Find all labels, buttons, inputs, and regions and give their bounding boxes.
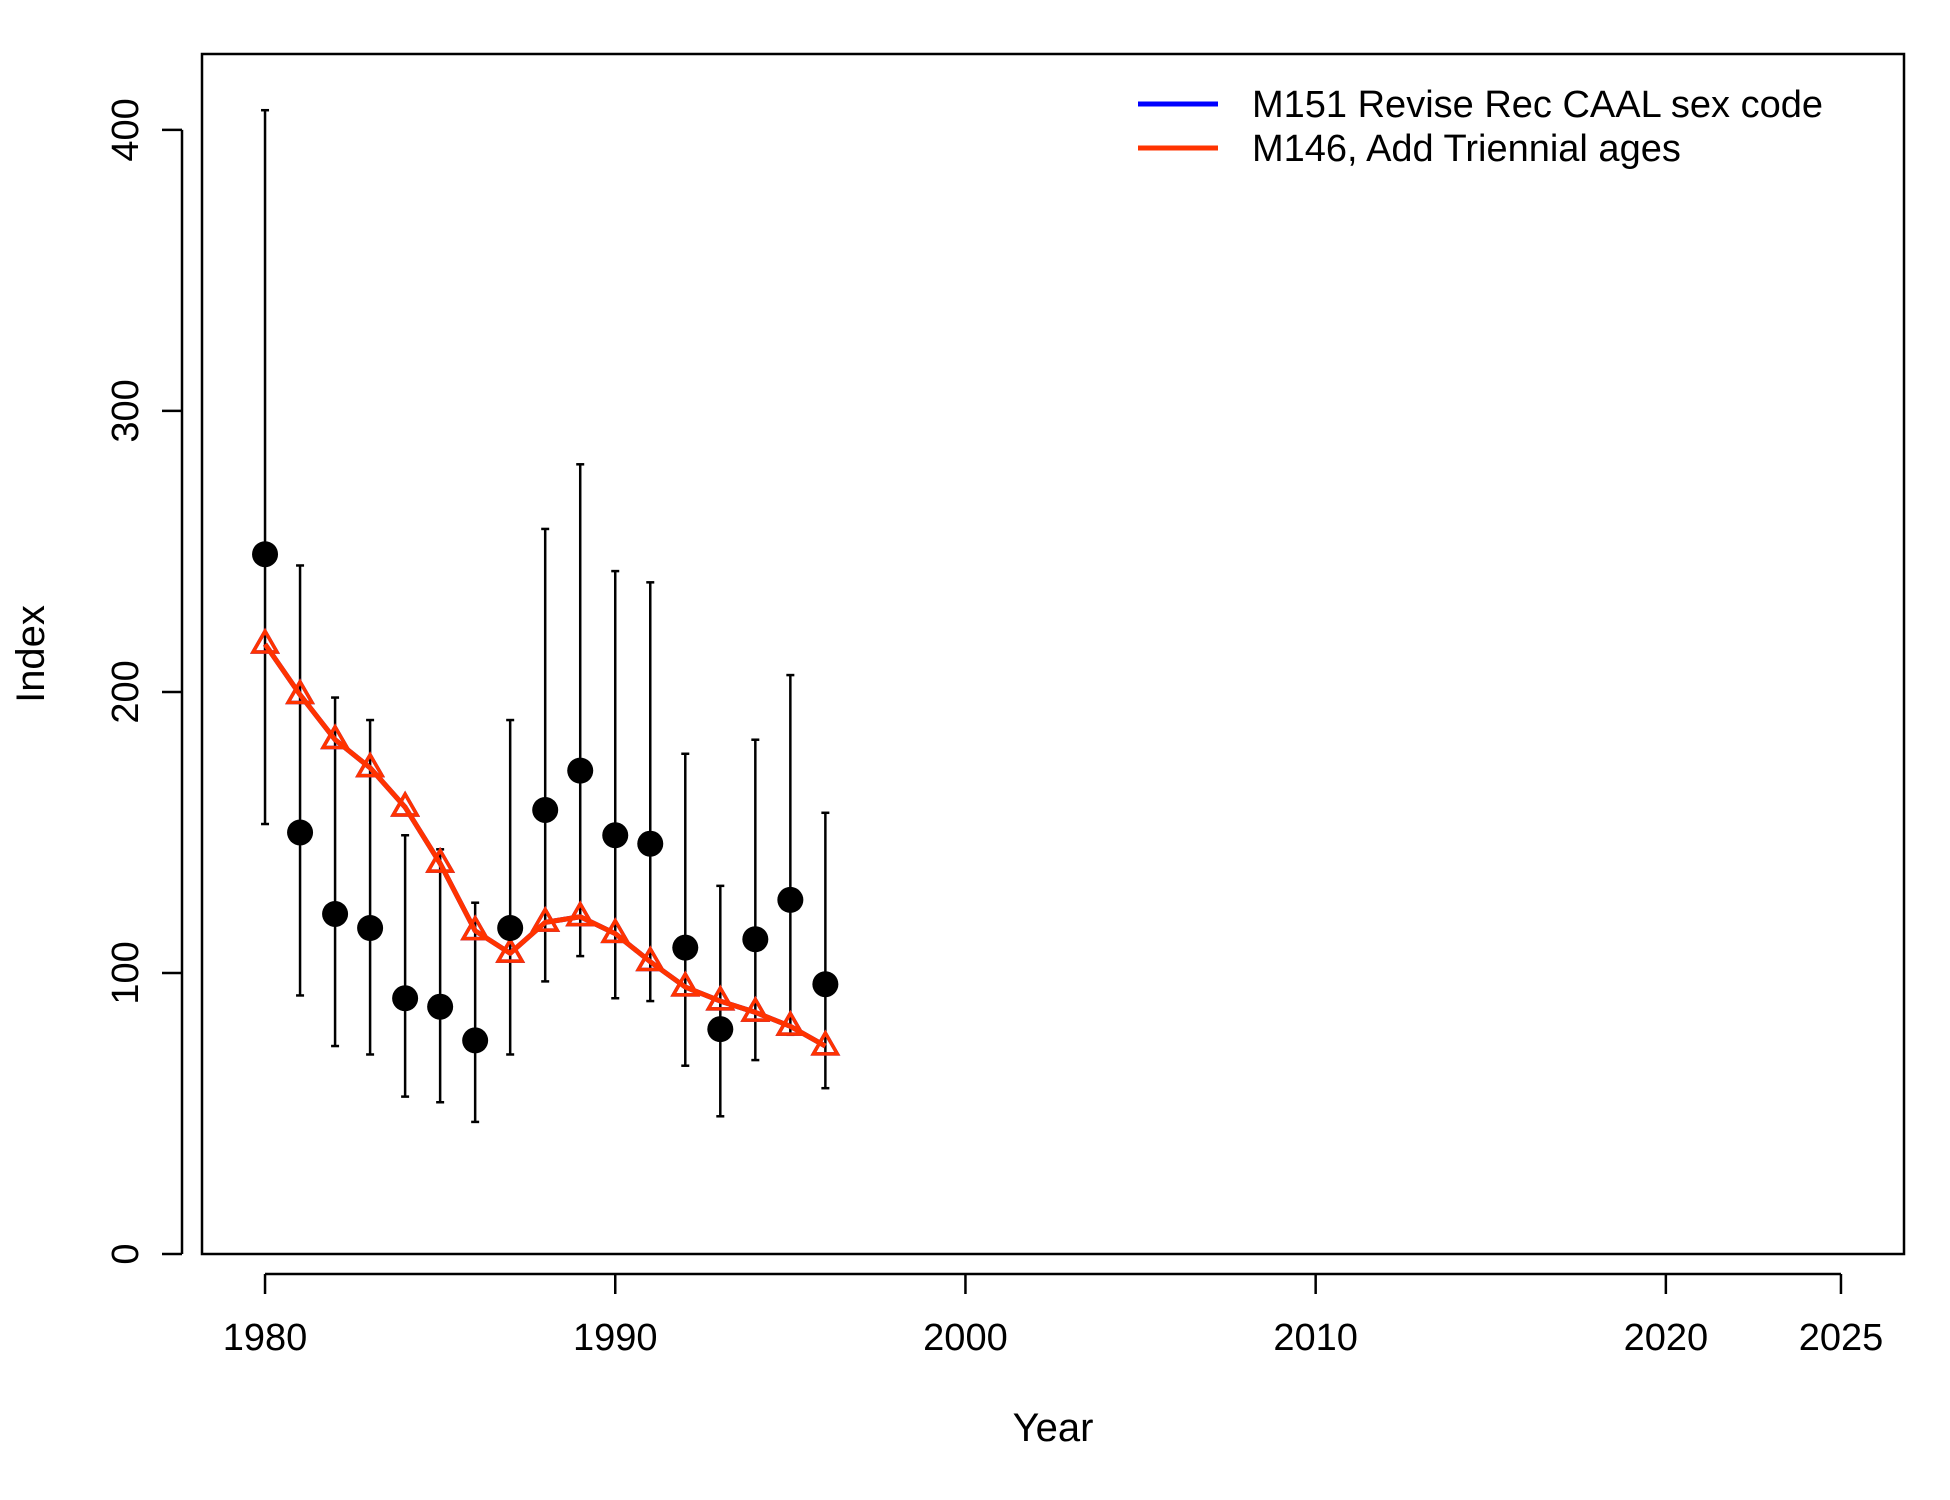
observed-point <box>567 757 594 784</box>
x-tick-label: 2025 <box>1799 1317 1884 1359</box>
y-tick-label: 0 <box>105 1243 147 1264</box>
series-2-marker <box>495 936 526 963</box>
series-2-marker <box>670 970 701 997</box>
observed-point <box>602 822 629 849</box>
observed-point <box>777 886 804 913</box>
observed-point <box>322 900 349 927</box>
y-tick-label: 200 <box>105 660 147 723</box>
x-tick-label: 1980 <box>223 1317 308 1359</box>
observed-point <box>462 1027 489 1054</box>
observed-points <box>252 541 839 1054</box>
series-2-marker <box>425 846 456 873</box>
y-axis-label: Index <box>9 605 53 703</box>
observed-point <box>357 915 384 942</box>
series-2-marker <box>460 914 491 941</box>
observed-point <box>497 915 524 942</box>
observed-point <box>637 830 664 857</box>
observed-point <box>812 971 839 998</box>
series-2-marker <box>600 917 631 944</box>
y-tick-label: 100 <box>105 941 147 1004</box>
series-line-2 <box>262 642 827 1049</box>
y-tick-label: 300 <box>105 379 147 442</box>
series-2-marker <box>705 984 736 1011</box>
x-tick-label: 2020 <box>1624 1317 1709 1359</box>
observed-point <box>427 993 454 1020</box>
series-2-marker <box>810 1029 841 1056</box>
error-bars <box>261 108 830 1124</box>
series-2-marker <box>390 790 421 817</box>
series-lines <box>250 627 841 1056</box>
legend-label-2: M146, Add Triennial ages <box>1252 128 1681 170</box>
observed-point <box>532 796 559 823</box>
observed-point <box>392 985 419 1012</box>
x-axis-label: Year <box>1013 1406 1094 1450</box>
series-2-marker <box>565 900 596 927</box>
x-tick-label: 1990 <box>573 1317 658 1359</box>
series-2-marker <box>530 905 561 932</box>
series-2-marker <box>775 1009 806 1036</box>
series-2-marker <box>635 945 666 972</box>
observed-point <box>672 934 699 961</box>
series-2-marker <box>355 751 386 778</box>
series-2-marker <box>250 627 281 654</box>
x-axis: 1980 1990 2000 2010 2020 2025 <box>223 1272 1884 1359</box>
series-2-marker <box>740 995 771 1022</box>
observed-point <box>742 926 769 953</box>
x-tick-label: 2010 <box>1273 1317 1358 1359</box>
y-tick-label: 400 <box>105 98 147 161</box>
observed-point <box>707 1016 734 1043</box>
observed-point <box>287 819 314 846</box>
y-axis: 0 100 200 300 400 <box>105 98 184 1265</box>
legend-label-1: M151 Revise Rec CAAL sex code <box>1252 84 1823 126</box>
x-tick-label: 2000 <box>923 1317 1008 1359</box>
observed-point <box>252 541 279 568</box>
series-2-marker <box>320 723 351 750</box>
series-2-marker <box>285 678 316 705</box>
plot-frame <box>200 52 1906 1256</box>
